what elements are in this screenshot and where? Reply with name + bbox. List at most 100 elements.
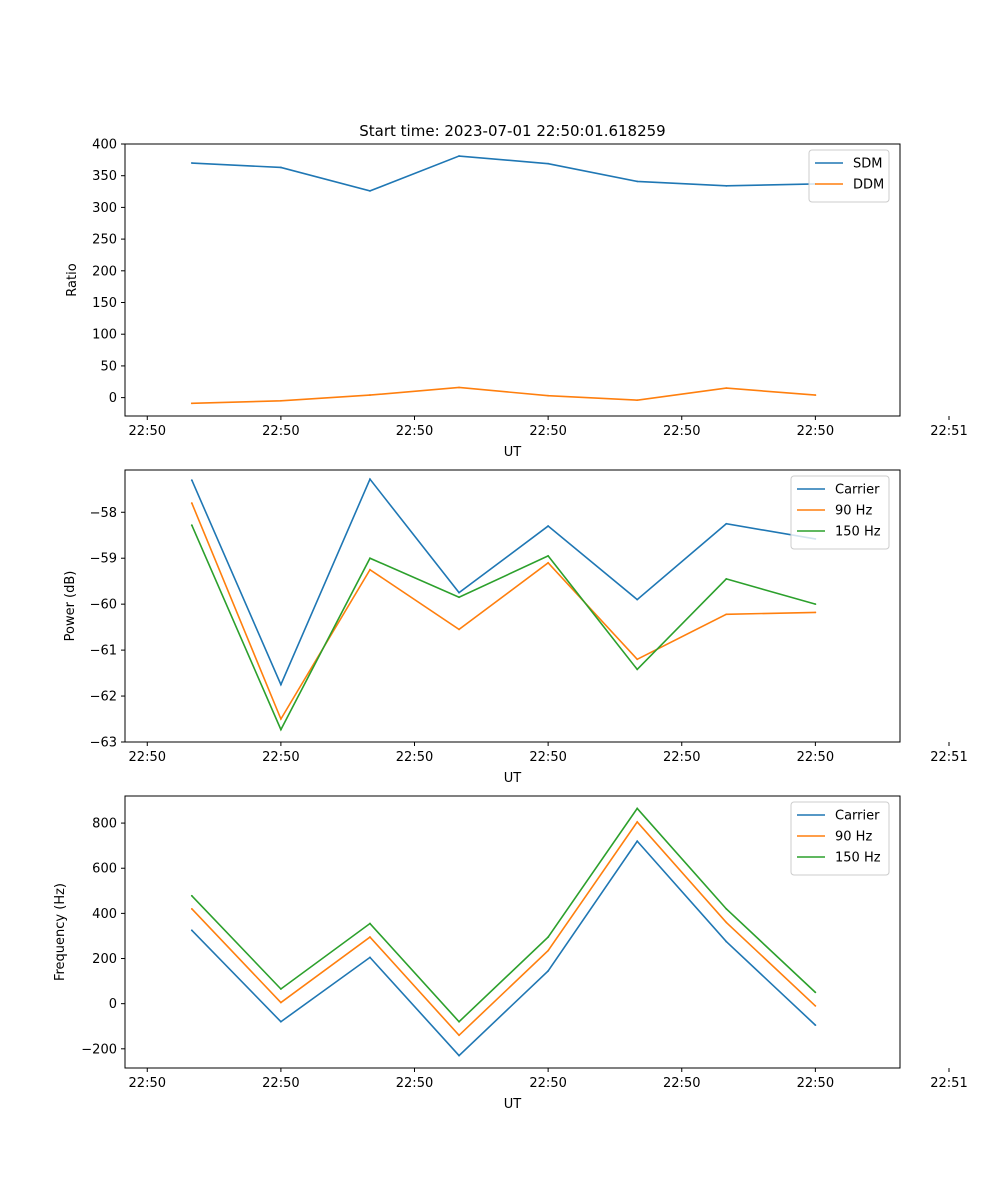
data-point <box>458 1034 460 1037</box>
data-point <box>279 718 282 720</box>
data-point <box>725 184 728 187</box>
series-line-ddm <box>191 386 816 405</box>
y-tick-label: 200 <box>92 952 117 967</box>
data-point <box>190 907 193 910</box>
data-point <box>190 524 193 527</box>
legend-label: 150 Hz <box>835 525 881 540</box>
data-point <box>458 1054 460 1057</box>
y-tick-label: −59 <box>90 552 117 567</box>
panel-1: 22:50 22:50 22:50 22:50 22:50 22:50 22:51 0 50 10… <box>65 138 968 461</box>
data-point <box>636 807 639 810</box>
data-point <box>814 611 817 614</box>
data-point <box>279 1001 282 1004</box>
x-axis-label: UT <box>504 1097 522 1112</box>
data-point <box>279 683 282 686</box>
y-tick-label: 400 <box>92 138 117 153</box>
x-axis-label: UT <box>504 445 522 460</box>
data-point <box>279 399 282 402</box>
data-point <box>725 940 728 943</box>
y-tick-label: 50 <box>100 359 117 374</box>
x-tick-label: 22:50 <box>663 1076 700 1091</box>
x-tick-label: 22:50 <box>396 424 433 439</box>
x-tick-label: 22:50 <box>129 1076 166 1091</box>
data-point <box>369 478 371 481</box>
data-point <box>190 402 193 405</box>
data-point <box>814 991 817 994</box>
series-line-carrier <box>191 839 816 1057</box>
y-tick-label: −63 <box>90 736 117 751</box>
data-point <box>547 555 550 557</box>
data-point <box>725 577 728 580</box>
data-point <box>190 162 193 164</box>
x-tick-label: 22:51 <box>930 1076 967 1091</box>
series-line-150-hz <box>191 807 816 1023</box>
data-point <box>279 1020 282 1023</box>
data-point <box>369 557 371 560</box>
panel-3: 22:50 22:50 22:50 22:50 22:50 22:50 22:51 −200 0… <box>53 795 968 1112</box>
legend: SDM DDM <box>808 149 890 203</box>
y-tick-label: −61 <box>90 644 117 659</box>
data-point <box>636 598 639 601</box>
x-tick-label: 22:50 <box>129 424 166 439</box>
y-tick-label: 250 <box>92 233 117 248</box>
data-point <box>725 522 728 525</box>
x-tick-label: 22:50 <box>797 424 834 439</box>
data-point <box>636 668 639 671</box>
legend: Carrier 90 Hz 150 Hz <box>790 475 890 550</box>
figure-title: Start time: 2023-07-01 22:50:01.618259 <box>359 122 665 140</box>
y-tick-label: −62 <box>90 690 117 705</box>
data-point <box>458 628 460 631</box>
x-tick-label: 22:50 <box>529 1076 566 1091</box>
data-point <box>369 568 371 571</box>
y-tick-label: −60 <box>90 598 117 613</box>
y-tick-label: 100 <box>92 328 117 343</box>
data-point <box>369 922 371 925</box>
data-point <box>547 525 550 527</box>
data-point <box>725 613 728 616</box>
data-point <box>725 387 728 390</box>
data-point <box>279 728 282 731</box>
legend: Carrier 90 Hz 150 Hz <box>790 801 890 876</box>
x-tick-label: 22:50 <box>396 750 433 765</box>
series-line-150-hz <box>191 524 816 732</box>
x-tick-label: 22:50 <box>262 424 299 439</box>
data-point <box>636 180 639 183</box>
x-axis-label: UT <box>504 771 522 786</box>
data-point <box>458 1020 460 1023</box>
y-tick-label: 200 <box>92 264 117 279</box>
data-point <box>190 929 193 932</box>
x-tick-label: 22:51 <box>930 750 967 765</box>
x-tick-label: 22:50 <box>663 750 700 765</box>
data-point <box>369 956 371 959</box>
data-point <box>190 479 193 482</box>
data-point <box>725 921 728 924</box>
data-point <box>547 936 550 938</box>
axes-frame <box>124 143 901 417</box>
y-axis-label: Ratio <box>65 263 80 296</box>
data-point <box>636 658 639 661</box>
data-point <box>547 394 550 397</box>
data-point <box>369 190 371 192</box>
x-tick-label: 22:50 <box>129 750 166 765</box>
data-point <box>369 394 371 396</box>
legend-label: 90 Hz <box>835 504 872 519</box>
x-tick-label: 22:50 <box>262 1076 299 1091</box>
y-axis-label: Frequency (Hz) <box>53 883 68 981</box>
data-point <box>636 821 639 823</box>
y-tick-label: 600 <box>92 862 117 877</box>
data-point <box>547 970 550 972</box>
data-point <box>814 1005 817 1007</box>
x-tick-label: 22:50 <box>797 750 834 765</box>
y-tick-label: 350 <box>92 169 117 184</box>
data-point <box>814 394 817 396</box>
legend-label: Carrier <box>835 483 880 498</box>
x-tick-label: 22:50 <box>529 750 566 765</box>
legend-label: DDM <box>853 178 884 193</box>
y-tick-label: 0 <box>109 997 117 1012</box>
data-point <box>190 894 193 897</box>
data-point <box>547 162 550 165</box>
y-axis-label: Power (dB) <box>63 571 78 642</box>
legend-label: Carrier <box>835 809 880 824</box>
y-tick-label: 800 <box>92 817 117 832</box>
panel-2: 22:50 22:50 22:50 22:50 22:50 22:50 22:51 −58 −5… <box>63 469 968 786</box>
